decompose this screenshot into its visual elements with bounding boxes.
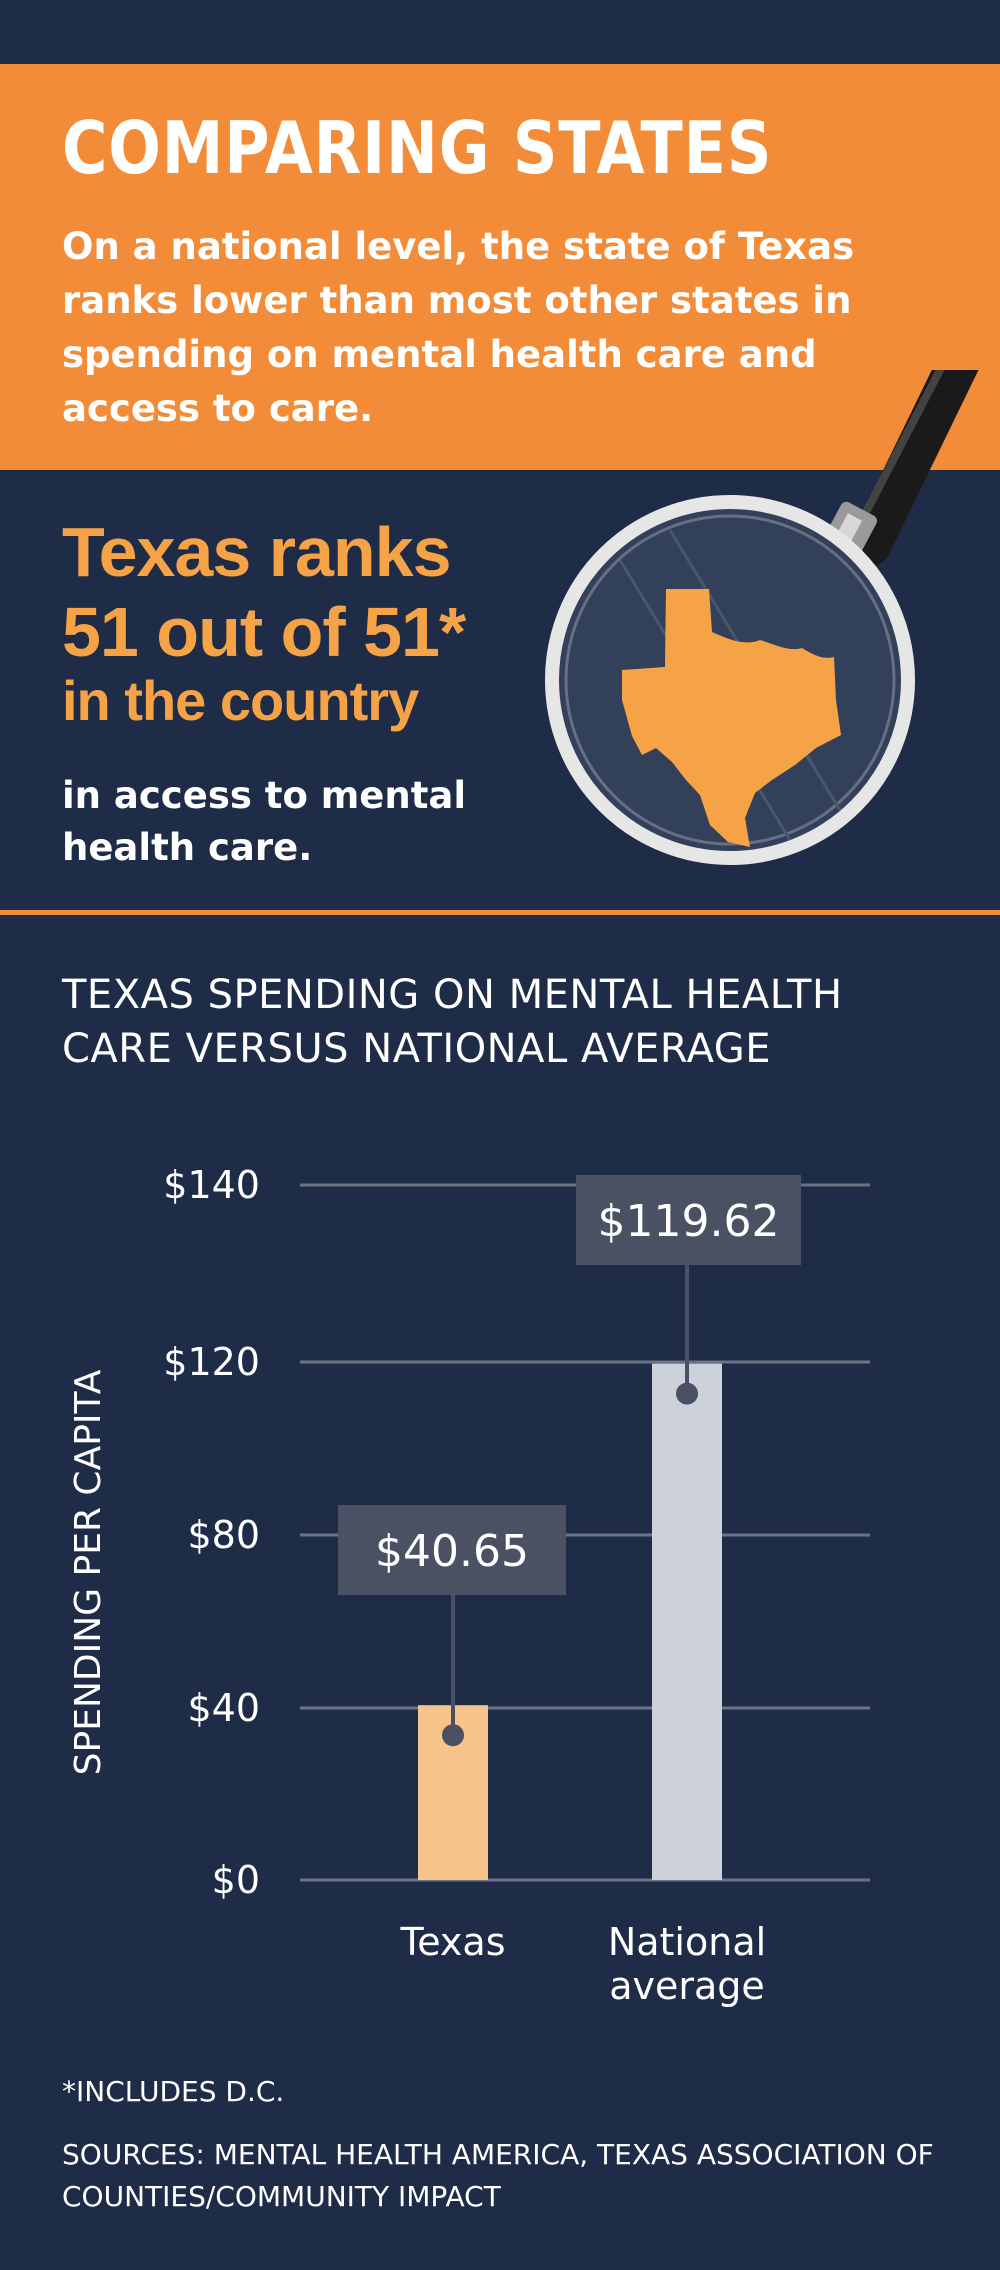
data-label-box <box>338 1505 566 1595</box>
y-axis-ticks: $0 $40 $80 $120 $140 <box>163 1163 260 1902</box>
bar-chart: $0 $40 $80 $120 $140 SPENDING PER CAPITA $40… <box>68 1163 870 2008</box>
bar-national-average <box>652 1363 722 1880</box>
data-label: $119.62 <box>598 1196 780 1247</box>
texas-map-icon <box>622 589 841 847</box>
footnote: *INCLUDES D.C. <box>62 2075 285 2108</box>
x-axis-labels: Texas National average <box>399 1920 766 2008</box>
magnifying-glass-icon <box>545 370 979 865</box>
chart-title: TEXAS SPENDING ON MENTAL HEALTH CARE VER… <box>62 972 843 1072</box>
data-label: $40.65 <box>375 1526 529 1577</box>
y-tick-label: $120 <box>163 1340 260 1384</box>
ranking-line-2: 51 out of 51* <box>62 593 466 671</box>
data-point-dot <box>442 1724 464 1747</box>
ranking-line-3: in the country <box>62 669 419 732</box>
y-axis-label: SPENDING PER CAPITA <box>68 1369 109 1775</box>
ranking-note: in access to mental health care. <box>62 774 467 869</box>
data-point-dot <box>676 1382 698 1405</box>
y-tick-label: $140 <box>163 1163 260 1207</box>
sources: SOURCES: MENTAL HEALTH AMERICA, TEXAS AS… <box>62 2138 934 2213</box>
section-divider <box>0 910 1000 915</box>
data-label-box <box>576 1175 801 1265</box>
headline: COMPARING STATES <box>62 106 773 190</box>
header-banner <box>0 64 1000 470</box>
y-tick-label: $0 <box>212 1858 260 1902</box>
x-category-label: Texas <box>399 1920 505 1964</box>
x-category-label: National average <box>608 1920 766 2008</box>
y-tick-label: $80 <box>187 1513 260 1557</box>
y-tick-label: $40 <box>187 1686 260 1730</box>
ranking-headline: Texas ranks 51 out of 51* <box>62 512 542 672</box>
ranking-line-1: Texas ranks <box>62 513 452 591</box>
intro-text: On a national level, the state of Texas … <box>62 225 855 430</box>
chart-bars: $40.65 $119.62 <box>338 1175 801 1880</box>
